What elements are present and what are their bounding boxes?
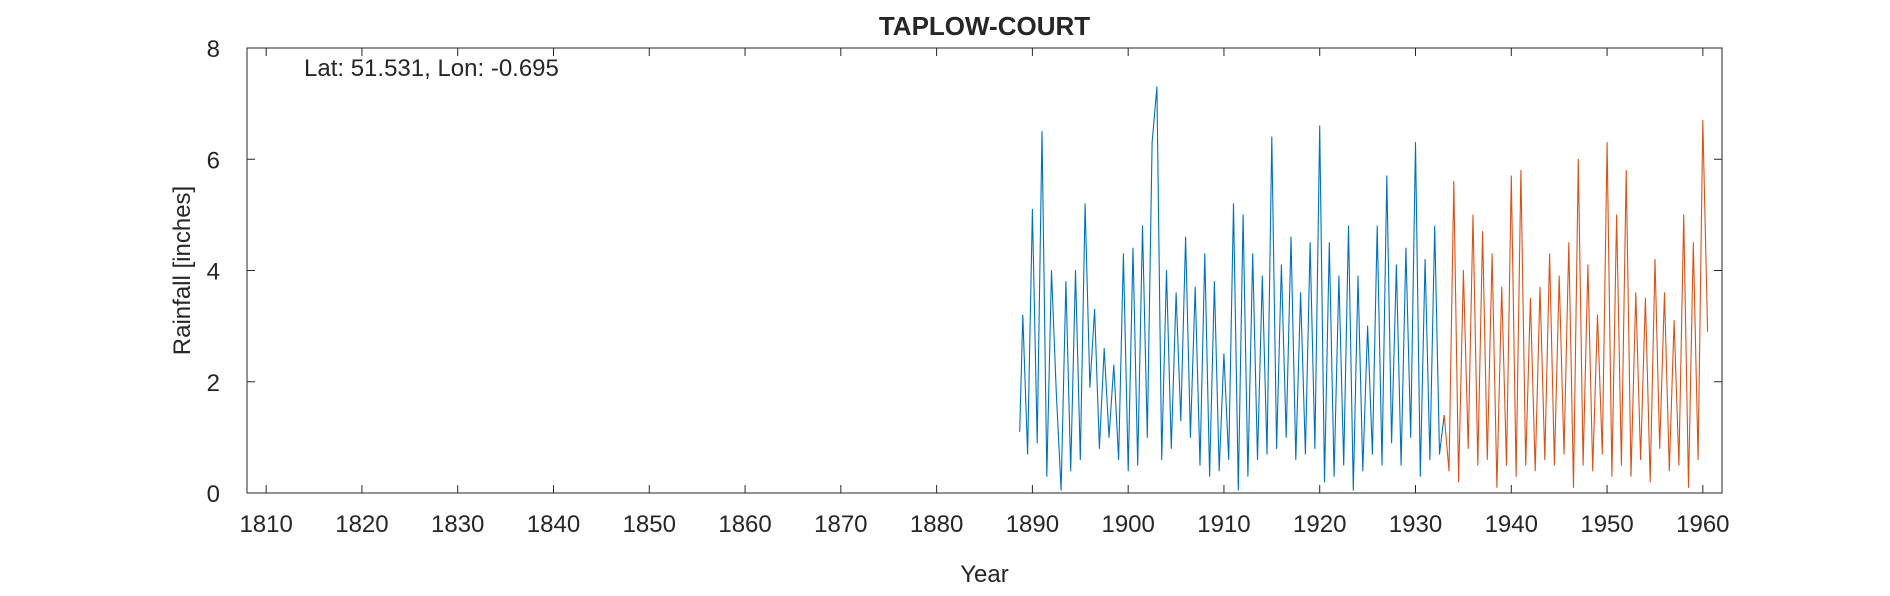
chart-title: TAPLOW-COURT (879, 11, 1090, 41)
series-layer (1019, 86, 1709, 491)
x-tick-label: 1850 (623, 511, 676, 538)
x-axis-label: Year (960, 561, 1009, 588)
x-tick-label: 1810 (239, 511, 292, 538)
location-annotation: Lat: 51.531, Lon: -0.695 (304, 55, 559, 82)
x-tick-label: 1950 (1580, 511, 1633, 538)
y-tick-label: 2 (207, 370, 220, 397)
y-tick-label: 8 (207, 36, 220, 63)
x-tick-label: 1940 (1485, 511, 1538, 538)
x-tick-label: 1840 (527, 511, 580, 538)
y-tick-label: 6 (207, 147, 220, 174)
x-tick-label: 1870 (814, 511, 867, 538)
x-tick-label: 1910 (1197, 511, 1250, 538)
plot-frame (246, 47, 1723, 494)
x-tick-label: 1890 (1006, 511, 1059, 538)
x-tick-label: 1830 (431, 511, 484, 538)
plot-area (247, 48, 1722, 493)
x-tick-label: 1860 (718, 511, 771, 538)
x-tick-label: 1900 (1101, 511, 1154, 538)
tick-layer: 1810 1820 1830 1840 1850 1860 1870 1880 1890 1900… (207, 36, 1730, 538)
x-tick-label: 1820 (335, 511, 388, 538)
x-tick-label: 1930 (1389, 511, 1442, 538)
x-tick-label: 1920 (1293, 511, 1346, 538)
y-axis-label: Rainfall [inches] (169, 186, 196, 355)
y-tick-label: 4 (207, 259, 220, 286)
series-line-1 (1019, 86, 1445, 491)
x-tick-label: 1880 (910, 511, 963, 538)
series-line-2 (1443, 119, 1709, 488)
x-tick-label: 1960 (1676, 511, 1729, 538)
y-tick-label: 0 (207, 481, 220, 508)
